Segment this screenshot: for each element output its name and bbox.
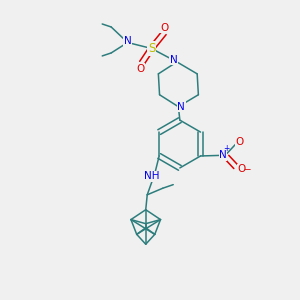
- Text: +: +: [224, 144, 230, 153]
- Text: N: N: [124, 36, 131, 46]
- Text: O: O: [237, 164, 245, 174]
- Text: O: O: [160, 22, 168, 33]
- Text: N: N: [170, 55, 178, 64]
- Text: S: S: [148, 42, 155, 55]
- Text: N: N: [219, 150, 227, 161]
- Text: −: −: [243, 165, 250, 174]
- Text: O: O: [236, 136, 244, 147]
- Text: NH: NH: [144, 171, 160, 181]
- Text: N: N: [178, 102, 185, 112]
- Text: O: O: [136, 64, 145, 74]
